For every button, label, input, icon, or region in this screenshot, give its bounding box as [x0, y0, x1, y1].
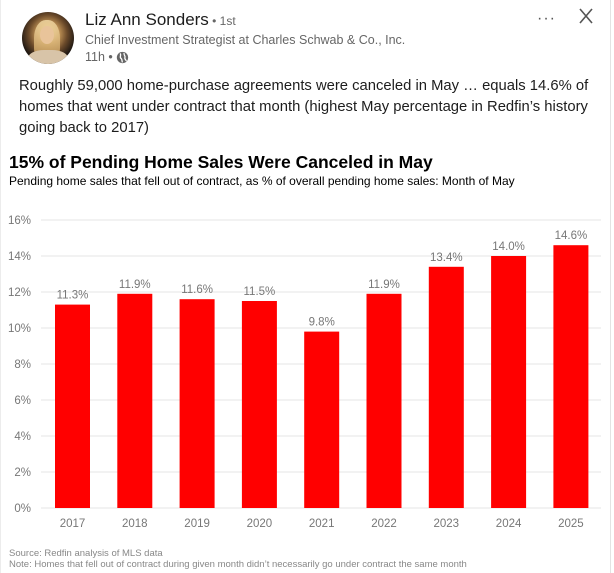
x-tick-label: 2023 [434, 518, 460, 530]
bar-2024 [491, 256, 527, 508]
bar-2017 [55, 304, 90, 508]
author-name-row: Liz Ann Sonders • 1st [85, 10, 236, 30]
data-labels: 11.3% 11.9% 11.6% 11.5% 9.8% 11.9% 13.4% 14.0% 1… [57, 230, 588, 328]
more-options-button[interactable]: ··· [537, 10, 556, 27]
x-tick-label: 2025 [558, 518, 584, 530]
x-tick-label: 2019 [184, 518, 210, 530]
y-tick-label: 8% [14, 359, 31, 371]
bar-2021 [304, 331, 340, 508]
data-label-2018: 11.9% [119, 279, 151, 291]
post-timestamp: 11h • [85, 50, 113, 64]
globe-icon [116, 51, 128, 63]
data-label-2025: 14.6% [555, 230, 588, 242]
chart-subtitle: Pending home sales that fell out of cont… [9, 174, 515, 188]
data-label-2023: 13.4% [430, 252, 463, 264]
close-icon[interactable] [576, 6, 596, 26]
x-tick-label: 2018 [122, 518, 148, 530]
y-tick-label: 12% [8, 287, 31, 299]
connection-degree: • 1st [208, 14, 236, 28]
x-tick-label: 2024 [496, 518, 522, 530]
bars [55, 245, 589, 508]
x-axis-ticks: 2017 2018 2019 2020 2021 2022 2023 2024 2025 [60, 518, 584, 530]
x-tick-label: 2022 [371, 518, 397, 530]
data-label-2020: 11.5% [244, 286, 276, 298]
data-label-2021: 9.8% [309, 317, 335, 329]
y-tick-label: 2% [14, 467, 31, 479]
y-tick-label: 0% [14, 503, 31, 515]
avatar-face [40, 26, 54, 44]
author-avatar[interactable] [22, 12, 74, 64]
chart-title: 15% of Pending Home Sales Were Canceled … [9, 152, 433, 172]
data-label-2019: 11.6% [181, 284, 213, 296]
post-text: Roughly 59,000 home-purchase agreements … [19, 78, 589, 136]
y-axis-ticks: 0% 2% 4% 6% 8% 10% 12% 14% 16% [8, 215, 31, 515]
data-label-2022: 11.9% [368, 279, 400, 291]
y-tick-label: 4% [14, 431, 31, 443]
bar-2022 [366, 293, 402, 508]
chart-source: Source: Redfin analysis of MLS data [9, 548, 163, 559]
bar-2025 [553, 245, 589, 508]
data-label-2024: 14.0% [492, 241, 525, 253]
author-name[interactable]: Liz Ann Sonders [85, 10, 209, 29]
x-tick-label: 2021 [309, 518, 335, 530]
post-meta: 11h • [85, 50, 129, 64]
x-tick-label: 2020 [247, 518, 273, 530]
avatar-shoulders [28, 50, 68, 64]
author-headline: Chief Investment Strategist at Charles S… [85, 33, 406, 47]
data-label-2017: 11.3% [57, 290, 89, 302]
y-tick-label: 16% [8, 215, 31, 227]
y-tick-label: 6% [14, 395, 31, 407]
chart-note: Note: Homes that fell out of contract du… [9, 559, 467, 570]
bar-2018 [117, 293, 153, 508]
bar-2020 [241, 301, 277, 508]
y-tick-label: 14% [8, 251, 31, 263]
x-tick-label: 2017 [60, 518, 86, 530]
y-tick-label: 10% [8, 323, 31, 335]
bar-2019 [179, 299, 215, 508]
bar-chart: 0%2%4%6%8%10%12%14%16% 11.3%11.9% 11.6% 11… [8, 215, 601, 530]
bar-2023 [428, 266, 464, 508]
